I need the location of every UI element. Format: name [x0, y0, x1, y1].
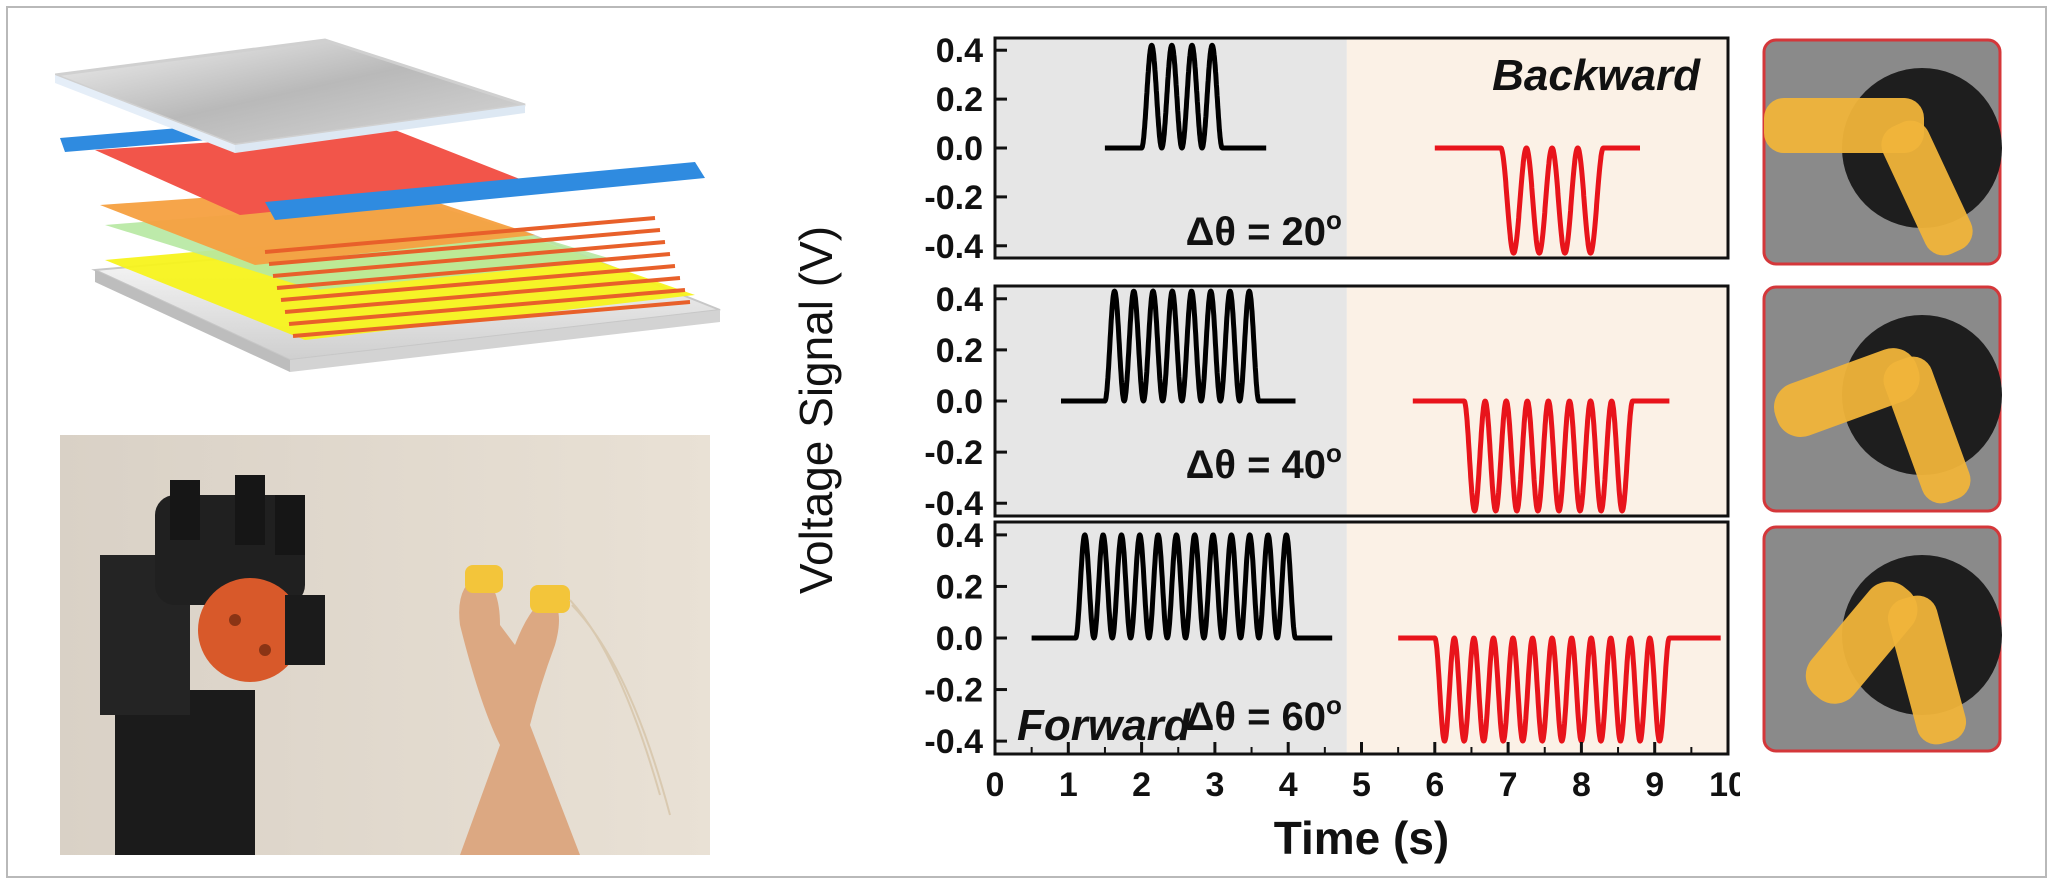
- xtick-label-1: 0: [986, 766, 1005, 804]
- xtick-label-2: 1: [1059, 766, 1078, 804]
- interdigitated-electrodes: [264, 216, 691, 338]
- panel-3-ytick-label-3: 0.0: [936, 620, 983, 658]
- panel-3-ytick-label-1: 0.4: [936, 517, 983, 555]
- finger-sensor: [465, 565, 503, 593]
- panel-2-angle-label: Δθ = 40o: [1186, 438, 1342, 487]
- panel-2-ytick-label-1: 0.4: [936, 281, 983, 319]
- panel-2-ytick-label-3: 0.0: [936, 383, 983, 421]
- voltage-signal-chart: Voltage Signal (V) 0.4 0.2 0.0 -0.2 -0.4 Δθ = …: [790, 32, 1740, 864]
- bending-photo-40: [1762, 285, 2002, 513]
- panel-1-series-1: [1102, 42, 1269, 151]
- x-axis-label: Time (s): [1274, 812, 1450, 864]
- panel-3-direction-label: Forward: [1017, 701, 1192, 750]
- xtick-label-7: 6: [1425, 766, 1444, 804]
- panel-1-ytick-label-2: 0.2: [936, 81, 983, 119]
- xtick-label-5: 4: [1279, 766, 1298, 804]
- panel-3-angle-label: Δθ = 60o: [1186, 690, 1342, 739]
- panel-3-ytick-label-5: -0.4: [924, 723, 983, 761]
- panel-1-angle-degree: o: [1326, 205, 1342, 235]
- xtick-label-8: 7: [1499, 766, 1518, 804]
- panel-2-ytick-label-2: 0.2: [936, 332, 983, 370]
- panel-1-shade-2: [1346, 38, 1728, 258]
- panel-2-series-2: [1410, 398, 1672, 514]
- xtick-label-6: 5: [1352, 766, 1371, 804]
- panel-1-ytick-label-5: -0.4: [924, 228, 983, 266]
- panel-3-angle-degree: o: [1326, 690, 1342, 720]
- bending-photo-60: [1762, 525, 2002, 753]
- human-hand: [459, 575, 580, 855]
- panel-1-ytick-label-1: 0.4: [936, 32, 983, 70]
- xtick-label-4: 3: [1205, 766, 1224, 804]
- blue-electrode-right: [265, 162, 705, 220]
- xtick-label-3: 2: [1132, 766, 1151, 804]
- panel-3-series-1: [1029, 532, 1335, 641]
- panel-1-direction-label: Backward: [1492, 51, 1701, 100]
- orange-ball: [198, 578, 302, 682]
- panel-2-series-1: [1058, 288, 1298, 404]
- panel-2-angle-degree: o: [1326, 438, 1342, 468]
- panel-1-ytick-label-4: -0.2: [924, 179, 983, 217]
- panel-2-shade-2: [1346, 286, 1728, 516]
- panel-1-angle-label: Δθ = 20o: [1186, 205, 1342, 254]
- panel-1-ytick-label-3: 0.0: [936, 130, 983, 168]
- robot-hand-photo: [60, 435, 710, 855]
- panel-3-ytick-label-2: 0.2: [936, 568, 983, 606]
- panel-2-ytick-label-5: -0.4: [924, 485, 983, 523]
- xtick-label-10: 9: [1645, 766, 1664, 804]
- panel-1-series-2: [1432, 145, 1643, 256]
- panel-3-ytick-label-4: -0.2: [924, 672, 983, 710]
- panel-3-series-2: [1396, 635, 1723, 744]
- y-axis-label: Voltage Signal (V): [790, 226, 842, 594]
- panel-1-shade-1: [995, 38, 1347, 258]
- xtick-label-11: 10: [1709, 766, 1740, 804]
- xtick-label-9: 8: [1572, 766, 1591, 804]
- sensor-layer-illustration: [55, 38, 721, 372]
- bending-photo-20: [1762, 38, 2002, 266]
- panel-2-ytick-label-4: -0.2: [924, 434, 983, 472]
